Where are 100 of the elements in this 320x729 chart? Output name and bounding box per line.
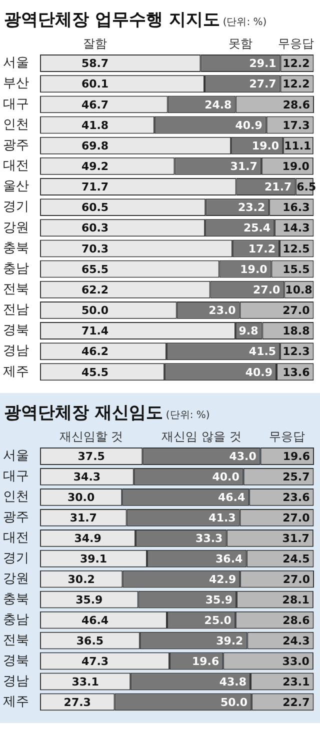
data-label: 12.2: [282, 78, 310, 91]
y-tick-label: 경기: [3, 200, 29, 215]
data-label: 62.2: [81, 283, 109, 296]
data-label: 46.7: [81, 98, 109, 112]
data-label: 31.7: [230, 160, 258, 174]
series-label: 무응답: [269, 430, 306, 444]
series-label: 재신임 않을 것: [162, 430, 242, 444]
data-label: 16.3: [282, 201, 310, 214]
data-label: 33.3: [196, 532, 223, 546]
data-label: 39.1: [80, 552, 108, 566]
data-label: 43.0: [229, 450, 257, 464]
y-tick-label: 울산: [3, 179, 29, 194]
data-label: 60.5: [81, 201, 109, 214]
y-tick-label: 대구: [3, 469, 29, 484]
y-tick-label: 인천: [3, 117, 29, 132]
y-tick-label: 충남: [3, 612, 29, 628]
data-label: 46.4: [218, 491, 246, 504]
data-label: 41.5: [248, 345, 276, 358]
data-label: 22.7: [282, 696, 310, 709]
data-label: 31.7: [70, 512, 97, 525]
data-label: 36.4: [216, 552, 244, 566]
data-label: 24.5: [282, 552, 310, 566]
data-label: 42.9: [208, 572, 236, 586]
data-label: 19.0: [240, 262, 268, 276]
y-tick-label: 전남: [3, 302, 29, 318]
chart-title: 광역단체장 업무수행 지지도: [4, 10, 220, 30]
data-label: 41.8: [81, 118, 109, 132]
data-label: 12.2: [282, 57, 310, 70]
y-tick-label: 대전: [3, 158, 29, 174]
data-label: 10.8: [285, 283, 312, 296]
data-label: 30.0: [67, 491, 95, 504]
data-label: 28.6: [282, 614, 310, 627]
y-tick-label: 제주: [3, 694, 29, 710]
data-label: 29.1: [249, 57, 276, 70]
y-tick-label: 경북: [3, 653, 29, 668]
y-tick-label: 전북: [3, 282, 29, 297]
data-label: 34.3: [73, 470, 101, 484]
data-label: 19.6: [282, 450, 310, 464]
data-label: 39.2: [216, 634, 244, 648]
data-label: 71.7: [81, 180, 109, 194]
data-label: 18.8: [282, 324, 310, 338]
data-label: 17.3: [282, 118, 310, 132]
data-label: 70.3: [81, 242, 109, 256]
data-label: 14.3: [282, 222, 310, 235]
y-tick-label: 경남: [3, 674, 29, 689]
data-label: 37.5: [78, 450, 105, 464]
data-label: 40.9: [245, 366, 272, 379]
data-label: 71.4: [81, 324, 109, 338]
data-label: 27.7: [249, 78, 276, 91]
y-tick-label: 광주: [3, 138, 29, 153]
data-label: 31.7: [282, 532, 310, 546]
data-label: 11.1: [284, 139, 312, 152]
y-tick-label: 제주: [3, 364, 29, 380]
data-label: 25.4: [243, 222, 271, 235]
y-tick-label: 인천: [3, 490, 29, 505]
data-label: 15.5: [282, 262, 310, 276]
chart-subtitle: (단위: %): [222, 17, 267, 28]
data-label: 12.5: [282, 242, 310, 256]
data-label: 43.8: [219, 675, 246, 688]
y-tick-label: 광주: [3, 510, 29, 526]
data-label: 17.2: [248, 242, 276, 256]
y-tick-label: 경북: [3, 323, 29, 338]
data-label: 13.6: [282, 366, 310, 379]
chart-subtitle: (단위: %): [166, 410, 210, 421]
data-label: 69.8: [81, 139, 109, 152]
data-label: 27.0: [282, 512, 310, 525]
data-label: 60.3: [81, 222, 109, 235]
series-label: 잘함: [83, 36, 107, 51]
y-tick-label: 부산: [3, 76, 29, 92]
chart-title: 광역단체장 재신임도: [4, 403, 163, 423]
data-label: 49.2: [81, 160, 109, 174]
data-label: 36.5: [76, 634, 104, 648]
data-label: 40.9: [235, 118, 262, 132]
data-label: 50.0: [220, 696, 248, 709]
data-label: 58.7: [81, 57, 109, 70]
data-label: 25.7: [282, 470, 310, 484]
data-label: 19.0: [282, 160, 310, 174]
data-label: 24.8: [204, 98, 232, 112]
series-label: 무응답: [278, 36, 314, 51]
y-tick-label: 경기: [3, 551, 29, 566]
data-label: 27.3: [64, 696, 91, 709]
data-label: 33.1: [72, 675, 99, 688]
series-label: 재신임할 것: [59, 430, 124, 444]
data-label: 34.9: [74, 532, 102, 546]
y-tick-label: 강원: [3, 571, 29, 586]
data-label: 41.3: [208, 512, 236, 525]
data-label: 46.4: [81, 614, 109, 627]
series-label: 못함: [228, 36, 253, 51]
y-tick-label: 서울: [3, 448, 29, 464]
data-label: 9.8: [238, 324, 258, 338]
data-label: 65.5: [81, 262, 109, 276]
data-label: 28.6: [282, 98, 310, 112]
y-tick-label: 충북: [3, 240, 29, 256]
data-label: 24.3: [282, 634, 310, 648]
data-label: 27.0: [282, 572, 310, 586]
data-label: 23.1: [282, 675, 310, 688]
data-label: 60.1: [81, 78, 109, 91]
data-label: 19.0: [252, 139, 280, 152]
data-label: 27.0: [253, 283, 281, 296]
data-label: 33.0: [282, 654, 310, 668]
